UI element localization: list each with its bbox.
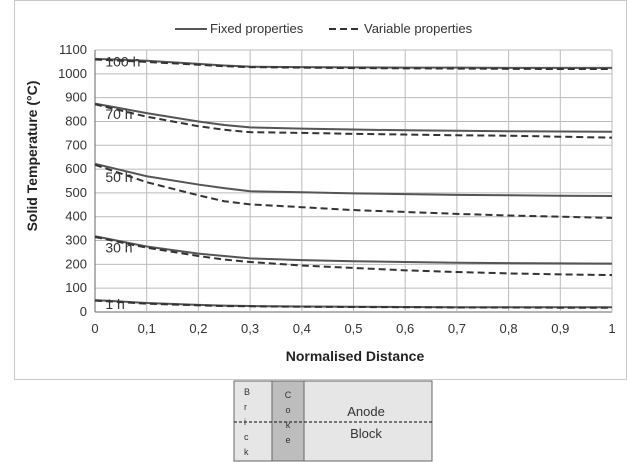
y-axis-title: Solid Temperature (°C) [24,81,40,232]
anode-block-region [303,380,433,462]
y-tick-label: 400 [65,209,87,224]
x-tick-label: 0,7 [448,321,466,336]
x-tick-label: 1 [608,321,615,336]
legend-variable-label: Variable properties [364,21,473,36]
variable-line-100h [94,58,612,71]
chart-panel: 0 100 200 300 400 500 600 700 800 900 1000 1100 0 0,1… [14,0,627,380]
x-tick-label: 0,5 [344,321,362,336]
variable-line-70h [94,103,613,139]
y-tick-label: 500 [65,185,87,200]
curve-label-70h: 70 h [105,106,132,122]
curve-label-30h: 30 h [105,240,132,256]
x-tick-label: 0,2 [189,321,207,336]
y-tick-label: 900 [65,90,87,105]
coke-letter: C [285,390,292,400]
y-tick-label: 600 [65,161,87,176]
tick-labels: 0 100 200 300 400 500 600 700 800 900 1000 1100 0 0,1… [58,42,616,336]
brick-letter: k [244,447,249,457]
y-tick-label: 1100 [59,42,87,57]
x-tick-label: 0,9 [551,321,569,336]
y-tick-label: 300 [65,233,87,248]
x-tick-label: 0,6 [396,321,414,336]
legend: Fixed properties Variable properties [175,21,473,36]
x-axis-title: Normalised Distance [286,348,425,364]
y-tick-label: 1000 [58,66,87,81]
x-tick-label: 0,8 [500,321,518,336]
y-tick-label: 800 [65,113,87,128]
fixed-line-30h [94,235,613,265]
curve-labels: 100 h 70 h 50 h 30 h 1 h [105,54,140,312]
block-label: Block [350,426,382,441]
temperature-chart: 0 100 200 300 400 500 600 700 800 900 1000 1100 0 0,1… [24,21,616,364]
y-tick-label: 700 [65,137,87,152]
y-tick-label: 100 [65,280,87,295]
brick-letter: r [244,402,247,412]
coke-letter: o [285,405,290,415]
y-tick-label: 0 [80,304,87,319]
brick-letter: i [244,417,246,427]
fixed-line-70h [94,102,613,133]
legend-fixed-label: Fixed properties [210,21,304,36]
variable-line-1h [94,299,612,309]
x-tick-label: 0,1 [138,321,156,336]
x-tick-label: 0 [91,321,98,336]
brick-region [233,380,273,462]
series-lines [94,57,613,309]
anode-label: Anode [347,404,385,419]
grid [94,49,613,313]
x-tick-label: 0,3 [241,321,259,336]
curve-label-100h: 100 h [105,54,140,70]
brick-letter: c [244,432,249,442]
x-tick-label: 0,4 [293,321,311,336]
brick-letter: B [244,387,250,397]
y-tick-label: 200 [65,256,87,271]
coke-letter: e [285,435,290,445]
coke-region [271,380,305,462]
curve-label-50h: 50 h [105,169,132,185]
curve-label-1h: 1 h [105,296,124,312]
coke-letter: k [286,420,291,430]
fixed-line-50h [94,162,613,198]
variable-line-30h [94,235,613,277]
